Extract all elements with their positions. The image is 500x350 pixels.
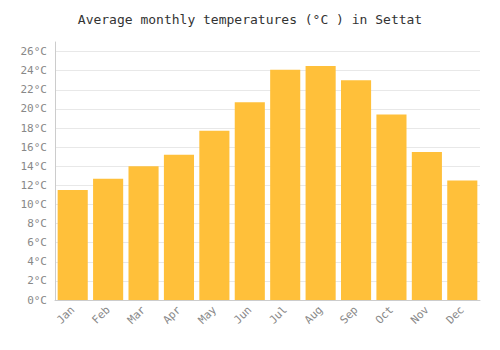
svg-text:8°C: 8°C (27, 217, 47, 230)
svg-text:Aug: Aug (302, 303, 325, 326)
svg-text:26°C: 26°C (21, 45, 48, 58)
svg-text:12°C: 12°C (21, 179, 48, 192)
svg-text:Jul: Jul (267, 303, 290, 326)
svg-text:Jan: Jan (54, 303, 77, 326)
svg-text:14°C: 14°C (21, 160, 48, 173)
svg-text:Sep: Sep (337, 303, 360, 326)
svg-text:Dec: Dec (444, 303, 467, 326)
svg-text:Feb: Feb (89, 303, 112, 326)
svg-text:2°C: 2°C (27, 274, 47, 287)
svg-text:10°C: 10°C (21, 198, 48, 211)
svg-text:18°C: 18°C (21, 122, 48, 135)
svg-text:May: May (196, 303, 219, 326)
svg-text:4°C: 4°C (27, 255, 47, 268)
svg-text:0°C: 0°C (27, 294, 47, 307)
svg-text:Jun: Jun (231, 303, 254, 326)
svg-text:20°C: 20°C (21, 102, 48, 115)
svg-text:Average monthly temperatures (: Average monthly temperatures (°C ) in Se… (78, 12, 422, 27)
svg-text:Mar: Mar (125, 303, 148, 326)
svg-text:Nov: Nov (408, 303, 431, 326)
svg-text:16°C: 16°C (21, 141, 48, 154)
svg-text:Oct: Oct (373, 303, 396, 326)
svg-text:Apr: Apr (160, 303, 183, 326)
svg-text:22°C: 22°C (21, 83, 48, 96)
svg-text:6°C: 6°C (27, 236, 47, 249)
svg-text:24°C: 24°C (21, 64, 48, 77)
